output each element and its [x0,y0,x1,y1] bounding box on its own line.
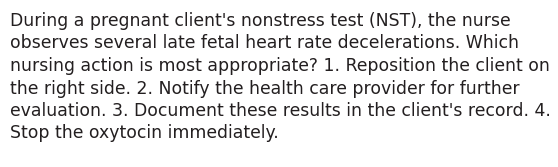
Text: During a pregnant client's nonstress test (NST), the nurse: During a pregnant client's nonstress tes… [10,12,511,30]
Text: evaluation. 3. Document these results in the client's record. 4.: evaluation. 3. Document these results in… [10,102,551,120]
Text: nursing action is most appropriate? 1. Reposition the client on: nursing action is most appropriate? 1. R… [10,57,550,75]
Text: the right side. 2. Notify the health care provider for further: the right side. 2. Notify the health car… [10,79,519,98]
Text: observes several late fetal heart rate decelerations. Which: observes several late fetal heart rate d… [10,35,519,52]
Text: Stop the oxytocin immediately.: Stop the oxytocin immediately. [10,125,279,142]
